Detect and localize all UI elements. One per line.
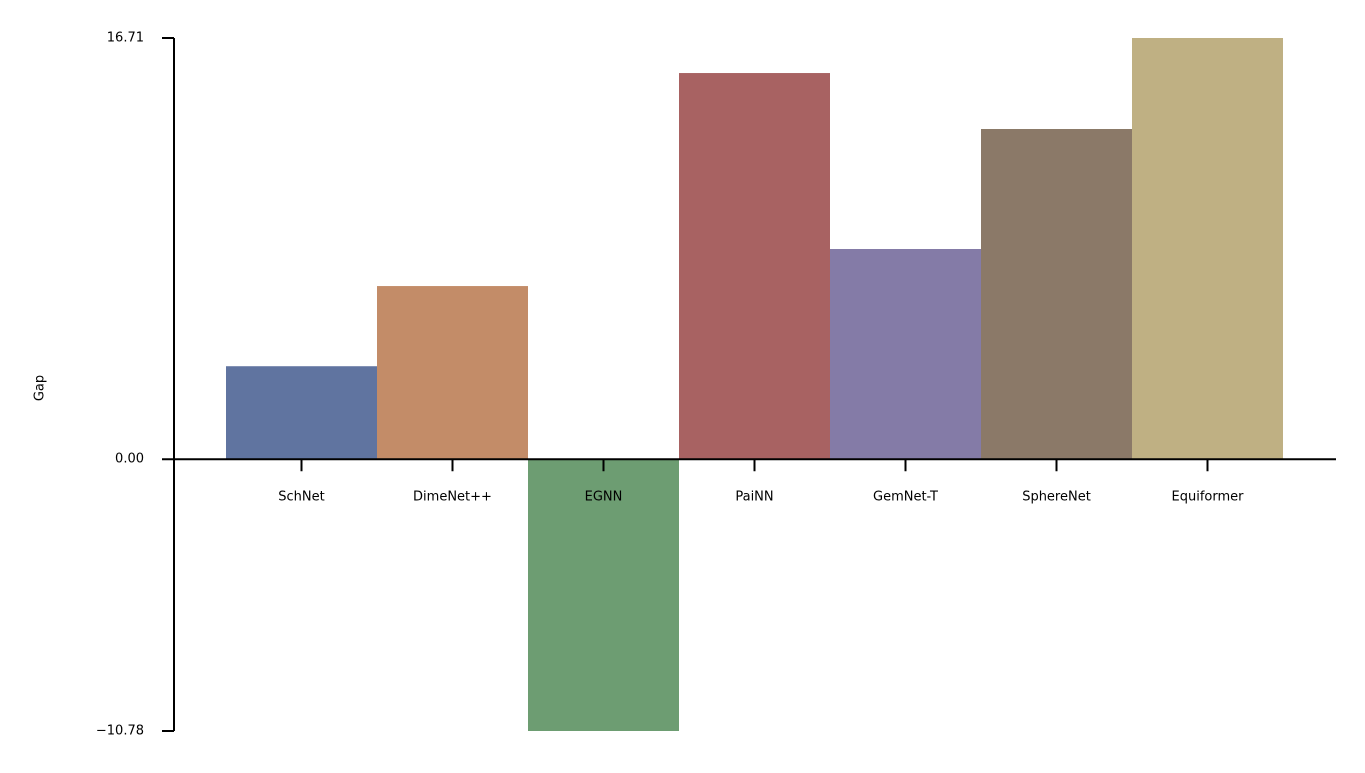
y-tick-label: 16.71 bbox=[107, 31, 144, 46]
bar bbox=[679, 73, 830, 460]
x-tick-label: SchNet bbox=[278, 490, 324, 505]
bar bbox=[981, 129, 1132, 460]
bar bbox=[830, 249, 981, 460]
y-axis-label: Gap bbox=[33, 375, 48, 401]
bar bbox=[226, 366, 377, 460]
bar bbox=[1132, 38, 1283, 460]
x-tick-label: PaiNN bbox=[735, 490, 773, 505]
x-tick-label: EGNN bbox=[585, 490, 623, 505]
x-tick-label: SphereNet bbox=[1022, 490, 1091, 505]
x-tick-label: DimeNet++ bbox=[413, 490, 492, 505]
x-tick-label: Equiformer bbox=[1172, 490, 1245, 505]
y-tick-label: −10.78 bbox=[96, 724, 144, 739]
x-tick-label: GemNet-T bbox=[873, 490, 938, 505]
bar bbox=[528, 459, 679, 731]
y-tick-label: 0.00 bbox=[115, 452, 144, 467]
bar bbox=[377, 286, 528, 460]
